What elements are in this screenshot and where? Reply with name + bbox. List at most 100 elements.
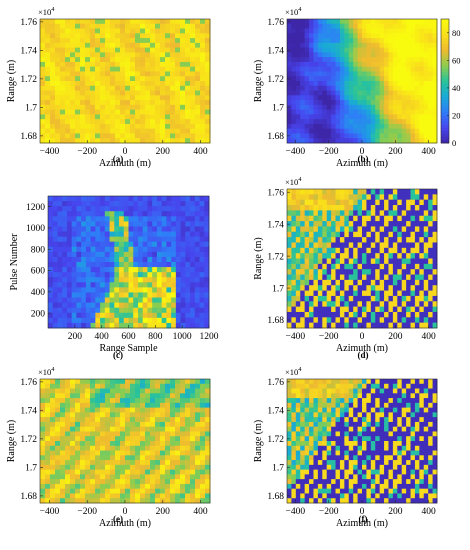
heatmap-cell <box>161 312 167 319</box>
heatmap-cell <box>401 393 407 399</box>
heatmap-cell <box>120 388 126 394</box>
heatmap-cell <box>410 242 416 249</box>
heatmap-cell <box>115 398 121 404</box>
heatmap-cell <box>313 194 319 201</box>
heatmap-cell <box>140 57 146 63</box>
heatmap-cell <box>423 279 429 286</box>
heatmap-cell <box>375 290 381 297</box>
heatmap-cell <box>90 221 96 227</box>
heatmap-cell <box>370 194 376 201</box>
heatmap-cell <box>140 61 146 68</box>
heatmap-cell <box>190 47 196 53</box>
heatmap-cell <box>165 498 171 504</box>
heatmap-cell <box>120 417 126 423</box>
heatmap-cell <box>166 302 172 309</box>
heatmap-cell <box>317 28 323 34</box>
heatmap-cell <box>344 85 350 91</box>
heatmap-cell <box>366 23 372 29</box>
heatmap-cell <box>95 383 101 389</box>
heatmap-cell <box>353 242 358 249</box>
heatmap-cell <box>353 205 358 211</box>
heatmap-cell <box>128 317 134 324</box>
heatmap-cell <box>317 95 323 101</box>
heatmap-cell <box>348 226 354 233</box>
heatmap-cell <box>309 215 314 222</box>
heatmap-cell <box>145 28 151 34</box>
heatmap-cell <box>362 205 367 211</box>
heatmap-cell <box>362 285 367 291</box>
heatmap-cell <box>180 236 186 243</box>
heatmap-cell <box>55 436 61 442</box>
heatmap-cell <box>160 95 166 101</box>
heatmap-cell <box>295 311 301 318</box>
heatmap-cell <box>335 199 341 206</box>
heatmap-cell <box>432 290 438 297</box>
heatmap-cell <box>291 57 297 63</box>
heatmap-cell <box>80 460 86 466</box>
heatmap-cell <box>160 42 166 49</box>
heatmap-cell <box>100 277 106 283</box>
heatmap-cell <box>152 282 158 288</box>
heatmap-cell <box>313 76 319 82</box>
heatmap-cell <box>414 295 420 302</box>
heatmap-cell <box>130 38 136 44</box>
heatmap-cell <box>353 221 358 227</box>
heatmap-cell <box>295 253 301 259</box>
heatmap-cell <box>353 47 358 53</box>
heatmap-cell <box>110 474 116 480</box>
heatmap-cell <box>313 317 319 324</box>
heatmap-cell <box>304 114 310 120</box>
heatmap-cell <box>428 226 433 233</box>
heatmap-cell <box>344 138 350 144</box>
heatmap-cell <box>309 42 314 49</box>
heatmap-cell <box>428 253 433 259</box>
heatmap-cell <box>200 426 206 432</box>
heatmap-cell <box>80 407 86 413</box>
heatmap-cell <box>81 236 87 243</box>
heatmap-cell <box>326 109 332 115</box>
heatmap-cell <box>370 28 376 34</box>
heatmap-cell <box>335 138 341 144</box>
heatmap-cell <box>95 128 101 134</box>
heatmap-cell <box>339 317 345 324</box>
heatmap-cell <box>304 210 310 217</box>
heatmap-f <box>287 379 438 504</box>
heatmap-cell <box>165 52 171 58</box>
heatmap-cell <box>304 269 310 275</box>
heatmap-cell <box>45 123 51 130</box>
heatmap-cell <box>120 123 126 130</box>
heatmap-cell <box>110 95 116 101</box>
heatmap-cell <box>114 231 120 238</box>
heatmap-cell <box>344 237 350 243</box>
heatmap-cell <box>423 231 429 238</box>
heatmap-cell <box>165 493 171 499</box>
heatmap-cell <box>335 231 341 238</box>
heatmap-cell <box>291 47 297 53</box>
heatmap-cell <box>110 488 116 494</box>
heatmap-cell <box>304 104 310 111</box>
heatmap-cell <box>185 436 191 442</box>
heatmap-cell <box>50 119 56 125</box>
x-axis-label: Azimuth (m) <box>336 158 388 169</box>
x-tick-label: 400 <box>422 332 437 342</box>
heatmap-cell <box>180 493 186 499</box>
heatmap-cell <box>85 256 92 263</box>
heatmap-cell <box>379 237 385 243</box>
heatmap-cell <box>171 317 177 324</box>
heatmap-cell <box>200 493 206 499</box>
heatmap-cell <box>428 379 433 385</box>
heatmap-cell <box>185 42 191 49</box>
heatmap-cell <box>401 19 407 25</box>
heatmap-cell <box>406 285 411 291</box>
heatmap-cell <box>401 421 407 428</box>
heatmap-cell <box>145 76 151 82</box>
heatmap-cell <box>205 474 211 480</box>
heatmap-cell <box>80 383 86 389</box>
heatmap-cell <box>120 109 126 115</box>
heatmap-cell <box>366 199 372 206</box>
heatmap-cell <box>300 114 306 120</box>
heatmap-cell <box>180 302 186 309</box>
heatmap-cell <box>370 412 376 418</box>
heatmap-cell <box>309 104 314 111</box>
heatmap-cell <box>195 450 201 456</box>
